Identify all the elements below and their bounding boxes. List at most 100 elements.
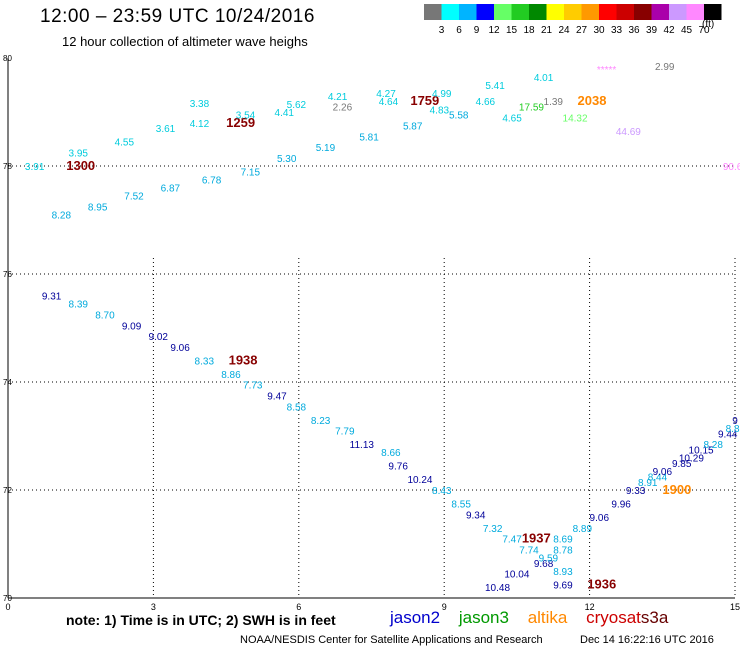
swh-value-label: 8.28	[703, 440, 723, 451]
colorbar-swatch	[529, 4, 547, 20]
swh-value-label: 9.06	[653, 467, 673, 478]
colorbar-swatch	[546, 4, 564, 20]
swh-value-label: 14.32	[563, 113, 588, 124]
colorbar-label: 24	[558, 25, 570, 36]
satellite-legend: jason2 jason3 altika cryosats3a	[390, 608, 682, 628]
swh-value-label: 8.28	[52, 211, 72, 222]
swh-value-label: 9.02	[149, 332, 169, 343]
x-tick-label: 0	[5, 602, 10, 612]
colorbar-swatch	[441, 4, 459, 20]
swh-value-label: 9.76	[388, 462, 408, 473]
swh-value-label: *****	[597, 65, 617, 76]
swh-value-label: 9.06	[590, 513, 610, 524]
swh-value-label: 9.47	[267, 392, 287, 403]
swh-value-label: 2.26	[333, 103, 353, 114]
swh-value-label: 8.58	[287, 402, 307, 413]
swh-value-label: 10.48	[485, 583, 510, 594]
swh-value-label: 8.93	[553, 567, 573, 578]
colorbar-swatch	[616, 4, 634, 20]
colorbar: 3 6 9 12 15 18 21 24 27 30 33 36 39 42 45 70	[424, 4, 722, 36]
colorbar-label: 45	[681, 25, 693, 36]
swh-value-label: 4.41	[275, 108, 295, 119]
colorbar-label: 3	[439, 25, 445, 36]
swh-value-label: 7.32	[483, 524, 503, 535]
swh-value-label: 3.54	[236, 111, 256, 122]
swh-value-label: 9	[732, 416, 738, 427]
swh-value-label: 4.55	[115, 138, 135, 149]
x-tick-label: 6	[296, 602, 301, 612]
y-tick-label: 80	[3, 54, 12, 63]
swh-value-label: 8.33	[195, 356, 215, 367]
swh-value-label: 2.99	[655, 62, 675, 73]
swh-value-label: 9.34	[466, 510, 486, 521]
swh-value-label: 5.81	[359, 132, 379, 143]
swh-value-label: 3.38	[190, 99, 210, 110]
swh-value-label: 9.44	[718, 429, 738, 440]
swh-value-label: 8.55	[451, 500, 471, 511]
colorbar-swatch	[634, 4, 652, 20]
chart-subtitle: 12 hour collection of altimeter wave hei…	[62, 34, 308, 49]
colorbar-swatch	[599, 4, 617, 20]
legend-jason3: jason3	[458, 608, 509, 627]
colorbar-swatch	[459, 4, 477, 20]
swh-value-label: 44.69	[616, 127, 641, 138]
swh-value-label: 9.85	[672, 459, 692, 470]
colorbar-swatch	[424, 4, 442, 20]
swh-value-label: 1.39	[544, 97, 564, 108]
swh-value-label: 7.74	[519, 545, 539, 556]
swh-value-label: 8.70	[95, 311, 115, 322]
colorbar-label: 30	[593, 25, 605, 36]
swh-value-label: 3.95	[69, 149, 89, 160]
x-tick-label: 9	[442, 602, 447, 612]
x-tick-label: 3	[151, 602, 156, 612]
swh-value-label: 8.86	[221, 370, 241, 381]
colorbar-swatch	[564, 4, 582, 20]
colorbar-swatch	[476, 4, 494, 20]
swh-value-label: 9.31	[42, 292, 62, 303]
swh-value-label: 8.89	[573, 524, 593, 535]
swh-value-label: 9.09	[122, 321, 142, 332]
chart-title: 12:00 – 23:59 UTC 10/24/2016	[40, 6, 315, 27]
swh-value-label: 9.06	[170, 343, 190, 354]
swh-value-label: 11.13	[350, 440, 375, 451]
y-tick-label: 70	[3, 594, 12, 603]
swh-value-label: 10.29	[679, 454, 704, 465]
swh-value-label: 2038	[578, 93, 607, 108]
swh-value-label: 7.47	[502, 535, 522, 546]
swh-value-label: 4.66	[476, 97, 496, 108]
colorbar-swatch	[581, 4, 599, 20]
swh-value-label: 9.59	[539, 554, 559, 565]
colorbar-label: 21	[541, 25, 553, 36]
swh-value-label: 3.91	[25, 162, 45, 173]
swh-value-label: 9.69	[553, 581, 573, 592]
swh-value-label: 4.12	[190, 119, 210, 130]
colorbar-label: 70	[698, 25, 710, 36]
colorbar-swatch	[704, 4, 722, 20]
x-tick-label: 12	[585, 602, 595, 612]
colorbar-label: 18	[523, 25, 535, 36]
colorbar-label: 42	[663, 25, 675, 36]
swh-value-label: 8.91	[638, 478, 658, 489]
swh-value-label: 8.66	[381, 448, 401, 459]
generated-timestamp: Dec 14 16:22:16 UTC 2016	[580, 634, 714, 646]
y-tick-label: 72	[3, 486, 12, 495]
y-tick-label: 74	[3, 378, 12, 387]
legend-cryosat: cryosat	[586, 608, 641, 627]
swh-value-label: 1938	[229, 352, 258, 367]
swh-value-label: 10.15	[689, 446, 714, 457]
swh-value-label: 4.99	[432, 89, 452, 100]
swh-value-label: 8.39	[69, 300, 89, 311]
colorbar-swatch	[651, 4, 669, 20]
swh-value-label: 1900	[662, 482, 691, 497]
colorbar-label: 12	[488, 25, 500, 36]
swh-value-label: 3.61	[156, 124, 176, 135]
colorbar-label: 15	[506, 25, 518, 36]
colorbar-label: 36	[628, 25, 640, 36]
colorbar-swatch	[511, 4, 529, 20]
swh-value-label: 8.44	[648, 473, 668, 484]
swh-value-label: 4.64	[379, 97, 399, 108]
swh-value-label: 8.23	[311, 416, 331, 427]
colorbar-units-label: (ft)	[702, 19, 715, 30]
y-tick-label: 76	[3, 270, 12, 279]
